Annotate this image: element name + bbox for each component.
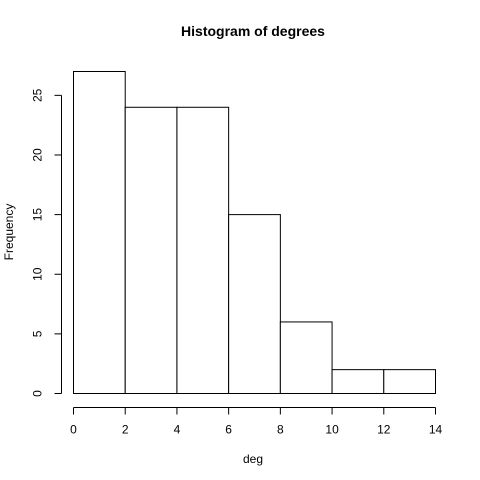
y-axis-label: Frequency bbox=[2, 204, 16, 261]
y-axis: 0 5 10 15 20 25 bbox=[31, 88, 62, 397]
histogram-bars bbox=[73, 71, 436, 395]
histogram-bar bbox=[383, 369, 436, 395]
histogram-bar bbox=[176, 106, 230, 395]
x-tick-label: 8 bbox=[277, 423, 284, 437]
y-tick-label: 20 bbox=[31, 148, 45, 162]
x-tick-label: 4 bbox=[174, 423, 181, 437]
histogram-bar bbox=[279, 321, 333, 395]
x-tick-label: 2 bbox=[122, 423, 129, 437]
y-tick-label: 15 bbox=[31, 208, 45, 222]
x-tick-label: 12 bbox=[377, 423, 391, 437]
y-tick-label: 25 bbox=[31, 88, 45, 102]
x-tick-label: 10 bbox=[325, 423, 339, 437]
x-axis: 0 2 4 6 8 10 12 14 bbox=[70, 407, 443, 437]
histogram-bar bbox=[73, 71, 126, 394]
histogram-bar bbox=[228, 214, 281, 394]
y-tick-label: 10 bbox=[31, 267, 45, 281]
y-tick-label: 0 bbox=[31, 390, 45, 397]
chart-title: Histogram of degrees bbox=[181, 23, 325, 39]
x-tick-label: 6 bbox=[225, 423, 232, 437]
x-tick-label: 14 bbox=[429, 423, 443, 437]
x-axis-label: deg bbox=[243, 452, 263, 466]
y-tick-label: 5 bbox=[31, 330, 45, 337]
histogram-bar bbox=[124, 106, 178, 395]
histogram-bar bbox=[331, 369, 385, 395]
x-tick-label: 0 bbox=[70, 423, 77, 437]
